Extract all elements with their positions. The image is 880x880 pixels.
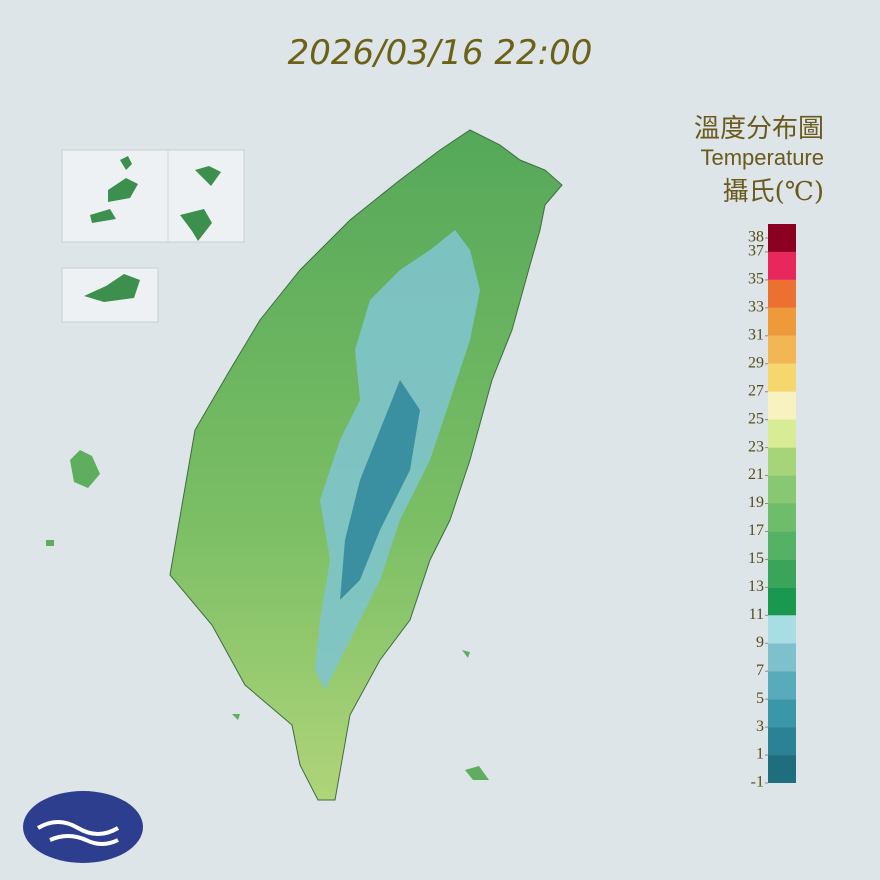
legend-bin (768, 447, 796, 476)
legend-tick-label: 5 (756, 690, 764, 707)
legend-tick-label: 29 (748, 354, 764, 371)
legend-unit: 攝氏(℃) (723, 177, 824, 207)
legend-bin (768, 224, 796, 252)
logo (23, 791, 143, 863)
timestamp: 2026/03/16 22:00 (288, 33, 593, 73)
legend-tick-label: 3 (756, 718, 764, 735)
legend-tick-label: 25 (748, 410, 764, 427)
legend-bin (768, 671, 796, 700)
legend-bin (768, 559, 796, 588)
legend-bin (768, 531, 796, 560)
legend-title: 溫度分布圖 (694, 114, 824, 144)
legend-bin (768, 475, 796, 504)
legend-tick-label: 31 (748, 326, 764, 343)
legend-tick-label: 38 (748, 229, 764, 246)
legend-tick-label: 15 (748, 550, 764, 567)
legend-tick-label: 23 (748, 438, 764, 455)
legend-tick-label: 7 (756, 662, 764, 679)
legend-bin (768, 391, 796, 420)
legend-tick-label: 17 (748, 522, 764, 539)
legend-bin (768, 587, 796, 616)
legend-subtitle: Temperature (700, 145, 824, 170)
legend-bin (768, 615, 796, 644)
legend-tick-label: 21 (748, 466, 764, 483)
legend-tick-label: 33 (748, 299, 764, 316)
legend-bin (768, 755, 796, 783)
legend-bin (768, 363, 796, 392)
legend-tick-label: 27 (748, 382, 764, 399)
legend-tick-label: 9 (756, 634, 764, 651)
legend-bin (768, 307, 796, 336)
legend-tick-label: 35 (748, 271, 764, 288)
taiwan (169, 129, 563, 801)
legend-bin (768, 503, 796, 532)
legend-tick-label: 11 (749, 606, 764, 623)
legend-tick-label: 1 (756, 746, 764, 763)
legend-tick-label: -1 (751, 774, 764, 791)
legend-bin (768, 643, 796, 672)
inset-islands (61, 149, 245, 323)
legend-bin (768, 335, 796, 364)
legend-tick-label: 37 (748, 243, 764, 260)
legend-bin (768, 251, 796, 280)
legend-tick-label: 13 (748, 578, 764, 595)
legend-bin (768, 699, 796, 728)
small-islands (46, 450, 489, 780)
legend-tick-label: 19 (748, 494, 764, 511)
legend-bin (768, 727, 796, 756)
legend-bin (768, 419, 796, 448)
legend-bin (768, 279, 796, 308)
